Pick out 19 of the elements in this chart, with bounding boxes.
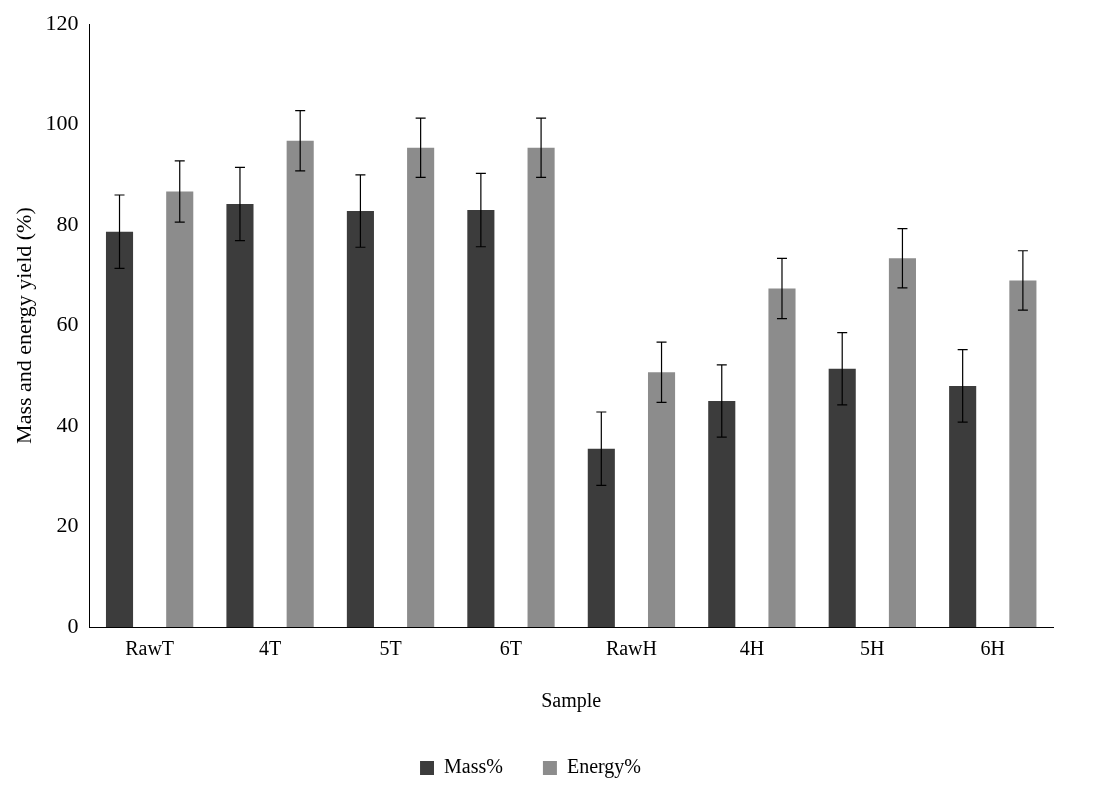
x-tick-label: 5H — [860, 637, 885, 660]
x-axis-title: Sample — [541, 689, 602, 713]
x-tick-label: 6T — [499, 637, 523, 660]
x-tick-label: RawT — [125, 637, 175, 660]
x-tick-label: 4T — [258, 637, 282, 660]
x-tick-label: RawH — [605, 637, 657, 660]
legend-label: Mass% — [444, 755, 503, 778]
x-tick-label: 5T — [379, 637, 402, 660]
y-tick-label: 0 — [67, 612, 79, 638]
y-tick-label: 60 — [56, 311, 79, 337]
y-tick-label: 40 — [56, 411, 79, 437]
x-tick-label: 4H — [739, 637, 765, 660]
y-tick-label: 120 — [45, 9, 79, 35]
legend-label: Energy% — [566, 755, 641, 779]
y-tick-label: 20 — [56, 512, 79, 538]
y-axis-title: Mass and energy yield (%) — [10, 207, 36, 444]
x-tick-label: 6H — [980, 637, 1005, 660]
y-tick-label: 100 — [45, 110, 79, 136]
y-tick-label: 80 — [56, 210, 79, 236]
